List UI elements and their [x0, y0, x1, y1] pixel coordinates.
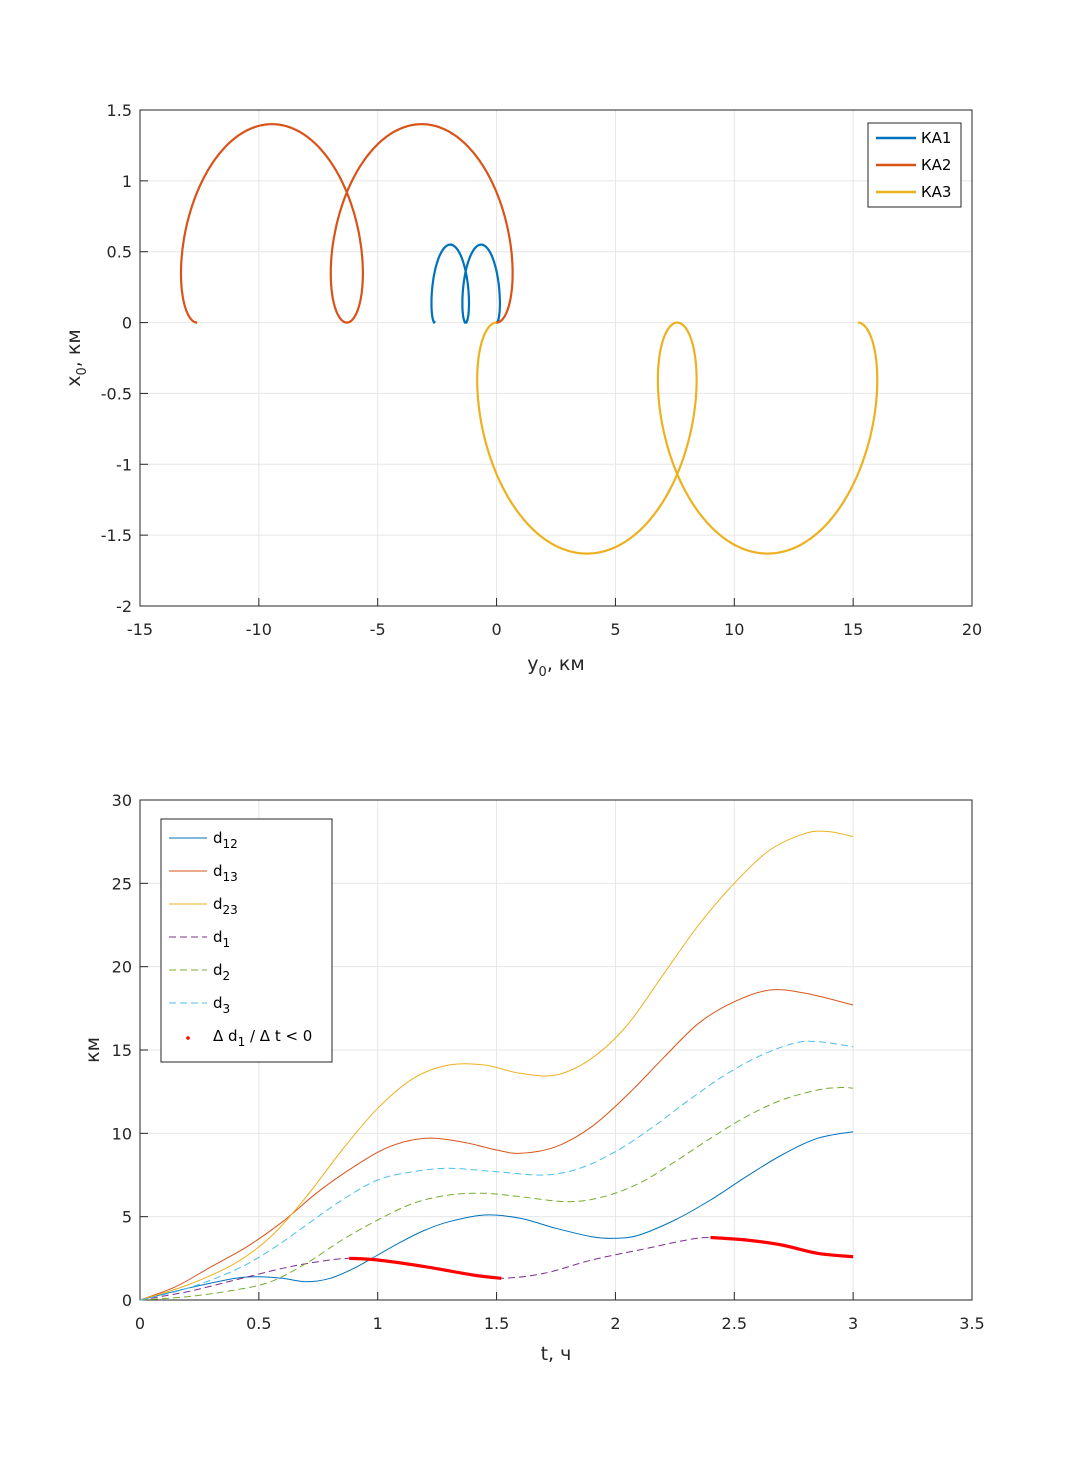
legend-entry-main: d [213, 829, 223, 847]
legend-entry-sub: 23 [223, 903, 238, 917]
y-tick-label: 25 [112, 874, 132, 893]
x-tick-label: 2.5 [722, 1314, 747, 1333]
series-line-d13 [139, 989, 854, 1301]
series-line-ka1 [430, 243, 501, 324]
legend-entry-ka1: КА1 [921, 129, 951, 147]
x-tick-label: 1 [373, 1314, 383, 1333]
legend-entry-sub: 1 [238, 1035, 246, 1049]
x-tick-label: 2 [610, 1314, 620, 1333]
legend-entry-sub: 12 [223, 837, 238, 851]
x-tick-label: -5 [370, 620, 386, 639]
legend-entry: d13 [213, 862, 238, 884]
legend-entry-suffix: / Δ t < 0 [245, 1027, 312, 1045]
series-line-d2 [139, 1086, 854, 1301]
legend-box [160, 818, 333, 1063]
y-label-unit: , км [63, 329, 85, 367]
legend-entry-ka2: КА2 [921, 156, 951, 174]
legend-entry-main: d [213, 895, 223, 913]
legend-entry-main: d [213, 862, 223, 880]
x-label-unit: , км [547, 653, 585, 675]
series-line-d12 [139, 1131, 854, 1301]
series-line-d3 [139, 1040, 854, 1301]
legend-entry-ka3: КА3 [921, 183, 951, 201]
y-tick-label: 1.5 [107, 101, 132, 120]
legend-entry: d2 [213, 961, 230, 983]
x-tick-label: 0 [491, 620, 501, 639]
legend-entry: d12 [213, 829, 238, 851]
y-axis-label: км [82, 1037, 104, 1063]
x-axis-label: y0, км [527, 653, 584, 680]
distance-plot: 0 0.5 1 1.5 2 2.5 3 3.5051015202530d12d13d23d1d… [82, 791, 985, 1365]
legend-entry: d1 [213, 928, 230, 950]
series-line-ka2 [179, 123, 514, 324]
plot-area [140, 110, 972, 606]
y-tick-label: -1 [116, 455, 132, 474]
legend-entry: d3 [213, 994, 230, 1016]
x-tick-label: 5 [610, 620, 620, 639]
x-axis-label: t, ч [541, 1343, 572, 1365]
y-tick-label: 5 [122, 1208, 132, 1227]
y-tick-label: 1 [122, 172, 132, 191]
decreasing-d1-marker-segment [710, 1235, 854, 1259]
x-label-sub: 0 [539, 665, 547, 680]
y-tick-label: 0 [122, 1291, 132, 1310]
y-label-main: x [63, 375, 85, 386]
y-tick-label: -2 [116, 597, 132, 616]
x-label-main: y [527, 653, 538, 675]
legend-entry-main: d [213, 994, 223, 1012]
x-tick-label: 10 [724, 620, 744, 639]
legend-entry-main: d [213, 928, 223, 946]
legend-entry-sub: 2 [223, 969, 231, 983]
series-line-ka3 [476, 321, 879, 555]
legend-entry-main: d [213, 961, 223, 979]
legend-entry-sub: 3 [223, 1002, 231, 1016]
x-tick-label: 20 [962, 620, 982, 639]
y-tick-label: 0.5 [107, 243, 132, 262]
series-line-d23 [139, 830, 854, 1301]
legend-entry: d23 [213, 895, 238, 917]
x-tick-label: 0.5 [246, 1314, 271, 1333]
axes-box [139, 799, 973, 1301]
y-tick-label: -0.5 [101, 384, 132, 403]
legend-entry: Δ d1 / Δ t < 0 [213, 1027, 312, 1049]
y-tick-label: 15 [112, 1041, 132, 1060]
y-tick-label: 10 [112, 1124, 132, 1143]
x-tick-label: -15 [127, 620, 153, 639]
x-tick-label: 3.5 [959, 1314, 984, 1333]
decreasing-d1-marker-segment [349, 1256, 502, 1280]
axes-box [139, 109, 973, 607]
y-tick-label: 0 [122, 314, 132, 333]
y-tick-label: 30 [112, 791, 132, 810]
trajectory-plot: -15 -10 -5 0 5 10 15 20 -2 -1.5 -1 -0.5 0 0.5 1 1.5 КА1 К… [63, 101, 982, 680]
legend-entry-sub: 1 [223, 936, 231, 950]
legend-entry-sub: 13 [223, 870, 238, 884]
x-tick-label: 3 [848, 1314, 858, 1333]
legend-swatch [186, 1036, 190, 1040]
y-tick-label: -1.5 [101, 526, 132, 545]
x-tick-label: 0 [135, 1314, 145, 1333]
y-label-sub: 0 [75, 367, 90, 375]
x-tick-label: 1.5 [484, 1314, 509, 1333]
legend-entry-main: Δ d [213, 1027, 238, 1045]
x-tick-label: 15 [843, 620, 863, 639]
y-axis-label: x0, км [63, 329, 90, 386]
x-tick-label: -10 [246, 620, 272, 639]
y-tick-label: 20 [112, 958, 132, 977]
